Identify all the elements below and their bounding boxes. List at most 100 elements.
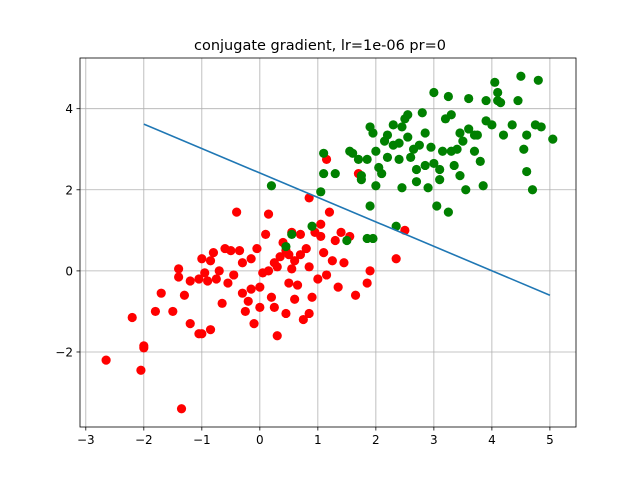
data-point <box>382 130 393 140</box>
data-point <box>420 128 430 138</box>
data-point <box>205 325 216 335</box>
fitted-line <box>143 123 551 296</box>
data-point <box>330 168 340 179</box>
data-point <box>185 276 195 286</box>
data-point <box>223 278 233 288</box>
data-point <box>548 134 558 144</box>
data-point <box>243 296 253 306</box>
data-point <box>319 248 329 258</box>
data-point <box>319 148 329 158</box>
data-point <box>391 221 401 231</box>
data-point <box>304 308 314 319</box>
series-2 <box>266 71 558 252</box>
data-point <box>435 164 445 175</box>
data-point <box>179 290 190 300</box>
data-point <box>292 280 303 290</box>
data-point <box>316 219 326 229</box>
data-point <box>324 207 335 217</box>
data-point <box>490 77 500 87</box>
data-point <box>298 314 308 325</box>
data-point <box>307 221 317 231</box>
data-point <box>365 266 375 276</box>
data-point <box>394 154 404 164</box>
data-point <box>208 248 219 258</box>
data-point <box>429 158 439 169</box>
data-point <box>287 264 297 274</box>
data-point <box>420 160 430 171</box>
y-tick-label: 0 <box>65 264 73 278</box>
data-point <box>237 288 248 298</box>
data-point <box>327 256 337 266</box>
data-point <box>287 229 297 239</box>
data-point <box>339 258 349 268</box>
data-point <box>307 292 317 302</box>
data-point <box>284 278 294 288</box>
data-point <box>475 156 485 167</box>
data-point <box>437 146 448 156</box>
data-point <box>356 175 366 185</box>
data-point <box>272 262 282 272</box>
data-point <box>371 146 381 156</box>
data-point <box>234 246 245 256</box>
x-tick-label: −2 <box>135 433 153 447</box>
data-point <box>220 243 230 254</box>
data-point <box>295 250 306 260</box>
x-tick-label: 2 <box>372 433 380 447</box>
data-point <box>290 256 300 266</box>
data-point <box>301 243 311 254</box>
data-point <box>458 136 468 146</box>
data-point <box>394 138 404 148</box>
data-point <box>203 276 213 286</box>
data-point <box>246 284 256 294</box>
data-point <box>353 154 364 164</box>
axes-frame <box>79 57 577 428</box>
data-point <box>498 130 509 140</box>
data-point <box>522 166 532 177</box>
data-point <box>272 331 282 341</box>
data-point <box>333 282 343 292</box>
data-point <box>255 302 265 312</box>
data-point <box>176 404 187 414</box>
y-tick-label: 4 <box>65 102 73 116</box>
data-point <box>522 130 532 140</box>
data-point <box>295 229 306 239</box>
data-point <box>516 71 526 81</box>
data-point <box>246 254 256 264</box>
data-point <box>275 252 285 262</box>
data-point <box>464 124 474 134</box>
data-point <box>414 140 424 150</box>
data-point <box>101 355 111 365</box>
data-point <box>127 312 137 323</box>
data-point <box>426 142 436 152</box>
data-point <box>406 152 416 162</box>
data-point <box>150 306 161 317</box>
data-point <box>423 183 433 193</box>
x-tick-label: 4 <box>488 433 496 447</box>
data-point <box>136 365 146 375</box>
data-point <box>139 343 149 353</box>
data-point <box>217 298 227 308</box>
data-point <box>266 181 277 191</box>
data-point <box>403 110 413 120</box>
axis-ticks: −3 −2 −1 0 1 2 3 4 5 −2 0 2 4 <box>55 102 553 447</box>
x-tick-label: 3 <box>430 433 438 447</box>
x-tick-label: 0 <box>256 433 264 447</box>
data-point <box>232 207 242 217</box>
data-point <box>388 120 398 130</box>
data-point <box>330 235 340 246</box>
data-point <box>391 254 401 264</box>
data-point <box>174 272 184 282</box>
x-tick-label: 5 <box>546 433 554 447</box>
data-point <box>452 144 462 154</box>
data-point <box>397 122 407 132</box>
data-point <box>455 128 465 138</box>
data-point <box>461 185 471 195</box>
data-point <box>168 306 178 317</box>
data-point <box>185 318 195 329</box>
data-point <box>435 175 445 185</box>
data-point <box>214 266 224 276</box>
data-point <box>200 268 210 278</box>
data-point <box>411 164 422 175</box>
x-tick-label: −3 <box>77 433 95 447</box>
